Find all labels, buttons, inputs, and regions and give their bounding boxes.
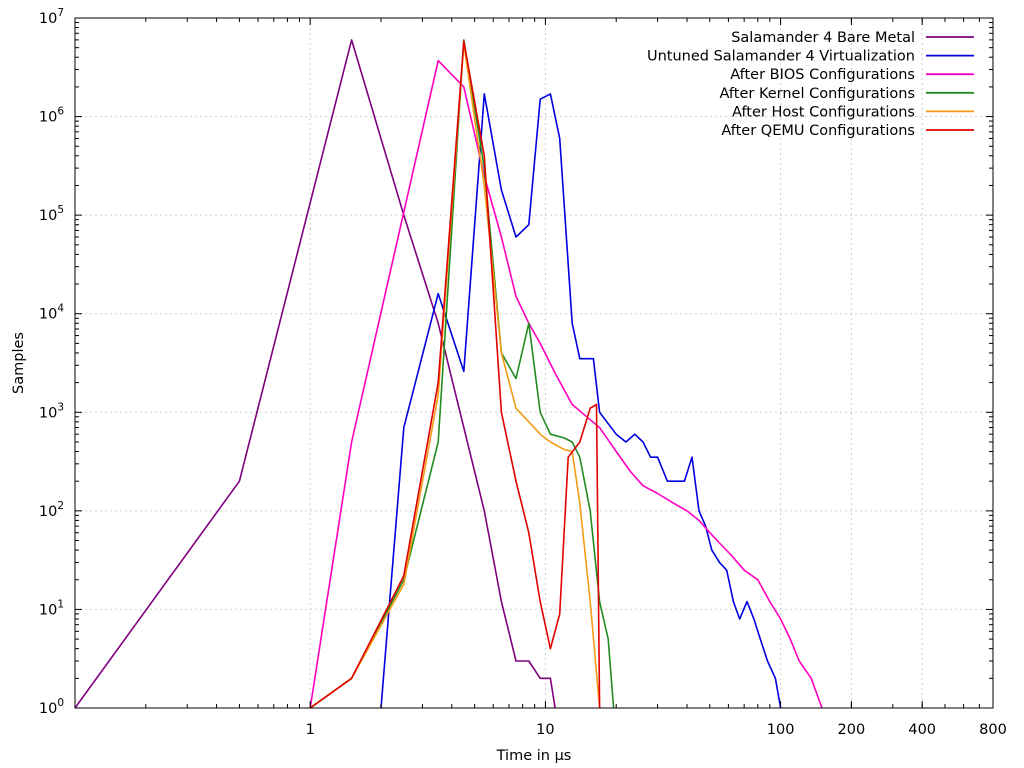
y-tick-label: 101 <box>39 598 64 618</box>
y-tick-label: 103 <box>39 401 64 421</box>
series-line-2 <box>380 93 782 709</box>
series-line-3 <box>309 59 823 709</box>
grid <box>75 18 993 708</box>
legend-entry-label: After Kernel Configurations <box>720 86 915 102</box>
y-axis-label: Samples <box>11 332 27 394</box>
x-tick-label: 400 <box>908 722 936 738</box>
x-tick-label: 200 <box>838 722 866 738</box>
x-axis-label: Time in µs <box>496 748 572 764</box>
y-tick-label: 104 <box>39 303 64 323</box>
series-line-4 <box>309 39 615 709</box>
x-tick-label: 100 <box>767 722 795 738</box>
series-line-1 <box>74 39 556 709</box>
legend-entry-label: Untuned Salamander 4 Virtualization <box>647 49 915 65</box>
series-lines <box>74 39 823 709</box>
legend: Salamander 4 Bare Metal Untuned Salamande… <box>647 30 974 139</box>
legend-entry-label: After Host Configurations <box>732 104 915 120</box>
y-tick-label: 107 <box>39 7 64 27</box>
series-line-6 <box>309 40 601 709</box>
x-axis: 1 10 100 200 400 800 <box>145 18 1007 738</box>
y-tick-label: 106 <box>39 106 64 126</box>
series-line-5 <box>309 42 601 709</box>
plot-frame <box>74 17 994 709</box>
x-tick-label: 800 <box>979 722 1007 738</box>
legend-entry-label: Salamander 4 Bare Metal <box>731 30 915 46</box>
y-axis: 100 101 102 103 104 105 106 107 <box>39 7 993 717</box>
x-tick-label: 10 <box>536 722 554 738</box>
y-tick-label: 100 <box>39 697 64 717</box>
x-tick-label: 1 <box>306 722 315 738</box>
y-tick-label: 102 <box>39 500 64 520</box>
legend-entry-label: After BIOS Configurations <box>730 67 915 83</box>
legend-entry-label: After QEMU Configurations <box>721 123 915 139</box>
y-tick-label: 105 <box>39 204 64 224</box>
